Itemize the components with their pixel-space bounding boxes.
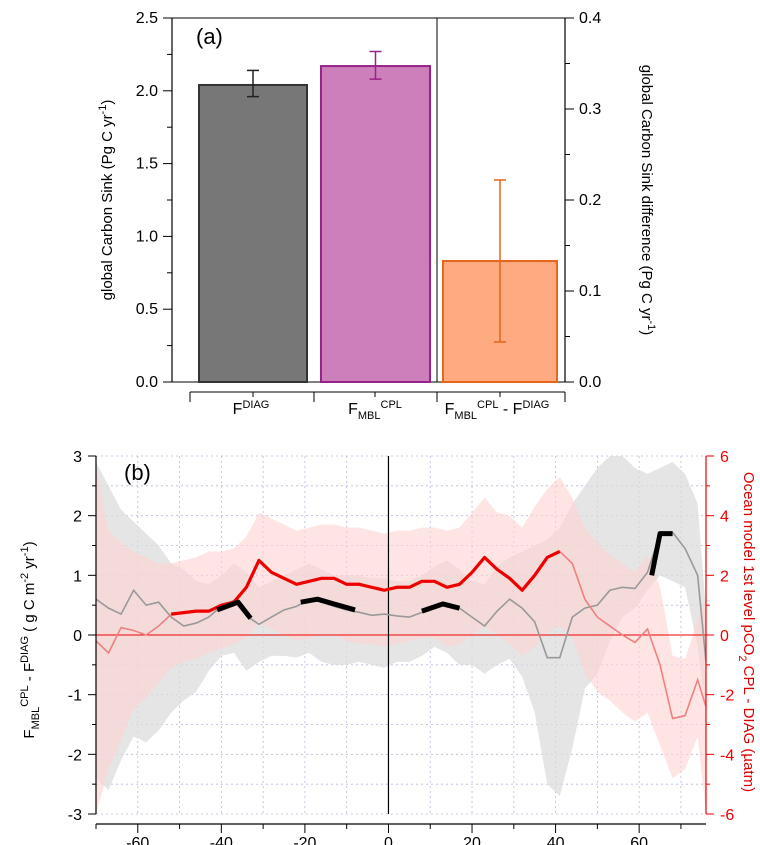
panel-label-a: (a): [196, 24, 223, 49]
line-series: [96, 456, 706, 814]
flux-difference-line: [96, 531, 706, 662]
y-tick-label: -1: [68, 688, 82, 705]
x-tick-label: 60: [630, 835, 648, 845]
line-left-axis-label: FMBLCPL - FDIAG ( g C m-2 yr-1): [19, 541, 42, 738]
y-tick-label: 1.5: [136, 156, 158, 173]
uncertainty-bands: [96, 456, 706, 814]
y-tick-label: 2: [73, 509, 82, 526]
y-tick-label: 0.5: [136, 301, 158, 318]
x-tick-label: 20: [463, 835, 481, 845]
y2-tick-label: 0.4: [579, 10, 601, 27]
bar-category-labels: FDIAG FMBLCPL FMBLCPL - FDIAG: [233, 399, 550, 420]
y2-tick-label: -2: [720, 688, 734, 705]
y2-tick-label: -4: [720, 747, 734, 764]
y2-tick-label: 0.2: [579, 192, 601, 209]
line-right-axis-label: Ocean model 1st level pCO2 CPL - DIAG (µ…: [736, 472, 757, 792]
flux-significant-segment: [216, 599, 253, 620]
y2-tick-label: 0.0: [579, 374, 601, 391]
panel-label-b: (b): [124, 460, 151, 485]
pco2-uncertainty-band: [96, 464, 706, 814]
pco2-difference-line: [96, 550, 706, 720]
x-tick-label: -20: [293, 835, 316, 845]
bar: [320, 65, 431, 383]
x-tick-label: 0: [384, 835, 393, 845]
y-tick-label: 0: [73, 628, 82, 645]
flux-significant-segment: [421, 601, 461, 614]
x-tick-label: -40: [210, 835, 233, 845]
y-tick-label: 2.5: [136, 10, 158, 27]
y-tick-label: 1: [73, 568, 82, 585]
flux-significant-segment: [300, 596, 356, 613]
x-tick-label: -60: [126, 835, 149, 845]
bar-chart-axes: 0.0 0.5 1.0 1.5 2.0 2.5 0.0 0.1 0.2 0.3 0.4: [136, 10, 601, 402]
line-chart-grid: [95, 455, 706, 815]
y2-tick-label: -6: [720, 807, 734, 824]
y-tick-label: 2.0: [136, 83, 158, 100]
bar-chart-panel-a: 0.0 0.5 1.0 1.5 2.0 2.5 0.0 0.1 0.2 0.3 0.4 (a) FD…: [97, 10, 657, 420]
y2-tick-label: 2: [720, 568, 729, 585]
y2-tick-label: 0.1: [579, 283, 601, 300]
category-label: FMBLCPL - FDIAG: [445, 399, 550, 420]
bar-group: [198, 50, 558, 383]
y-tick-label: 0.0: [136, 374, 158, 391]
y2-tick-label: 6: [720, 449, 729, 466]
pco2-significant-line: [171, 550, 561, 616]
bar-left-axis-label: global Carbon Sink (Pg C yr-1): [97, 100, 116, 301]
bar-right-axis-label: global Carbon Sink difference (Pg C yr-1…: [638, 65, 657, 335]
category-label: FDIAG: [233, 399, 270, 418]
y2-tick-label: 0.3: [579, 101, 601, 118]
flux-uncertainty-band: [96, 456, 706, 797]
y2-tick-label: 4: [720, 509, 729, 526]
bar: [198, 83, 308, 383]
category-label: FMBLCPL: [348, 399, 402, 420]
y2-tick-label: 0: [720, 628, 729, 645]
y-tick-label: 3: [73, 449, 82, 466]
y-tick-label: -3: [68, 807, 82, 824]
y-tick-label: 1.0: [136, 228, 158, 245]
flux-significant-segment: [649, 531, 673, 576]
y-tick-label: -2: [68, 747, 82, 764]
x-tick-label: 40: [547, 835, 565, 845]
